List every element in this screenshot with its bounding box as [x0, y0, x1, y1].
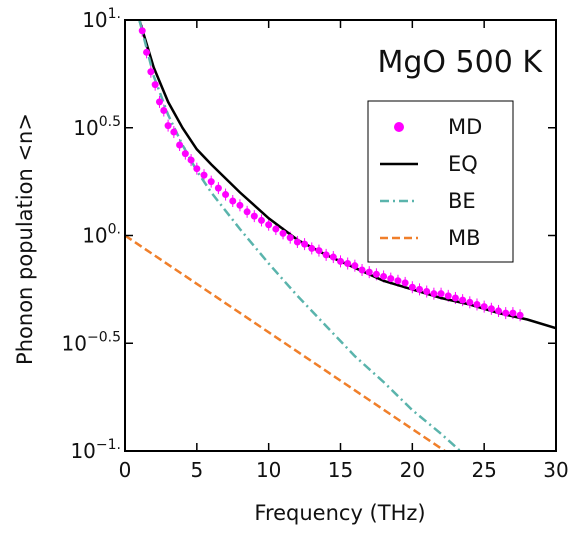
md-point — [164, 122, 172, 130]
md-point — [416, 285, 424, 293]
x-tick-label: 15 — [328, 458, 353, 482]
y-tick-label: 100. — [82, 222, 121, 248]
y-axis-label: Phonon population <n> — [13, 113, 37, 365]
md-point — [394, 277, 402, 285]
md-point — [308, 244, 316, 252]
md-point — [444, 292, 452, 300]
md-point — [176, 141, 184, 149]
md-point — [257, 216, 265, 224]
md-point — [337, 257, 344, 265]
md-point — [516, 311, 524, 319]
y-axis-ticks: 101. 100.5 100. 10−0.5 10−1. — [62, 6, 556, 463]
md-point — [437, 290, 445, 298]
md-point — [329, 253, 337, 261]
md-point — [207, 178, 215, 186]
md-point — [509, 309, 517, 317]
md-point — [315, 247, 323, 255]
md-point — [487, 305, 495, 313]
md-point — [365, 268, 373, 276]
x-axis-label: Frequency (THz) — [254, 501, 425, 525]
md-point — [466, 298, 474, 306]
data-points — [138, 27, 524, 319]
md-point — [272, 225, 280, 233]
x-axis-ticks: 0 5 10 15 20 25 30 — [119, 20, 569, 482]
md-point — [160, 107, 168, 115]
x-tick-label: 5 — [190, 458, 203, 482]
x-tick-label: 20 — [400, 458, 425, 482]
md-point — [155, 98, 163, 106]
series-line-mb — [125, 234, 448, 451]
md-point — [502, 309, 510, 317]
y-tick-label: 100.5 — [73, 114, 121, 140]
y-tick-label: 10−0.5 — [62, 329, 121, 355]
md-point — [143, 48, 151, 56]
x-tick-label: 25 — [471, 458, 496, 482]
md-point — [200, 171, 208, 179]
x-tick-label: 10 — [256, 458, 281, 482]
md-point — [358, 266, 366, 274]
md-point — [495, 307, 503, 315]
md-point — [473, 300, 481, 308]
md-point — [243, 208, 251, 216]
md-point — [229, 197, 237, 205]
chart-title: MgO 500 K — [377, 45, 543, 80]
x-tick-label: 30 — [543, 458, 568, 482]
md-point — [322, 251, 330, 259]
md-point — [250, 212, 258, 220]
md-point — [286, 234, 294, 242]
md-point — [214, 184, 222, 192]
md-point — [187, 156, 195, 164]
legend-label-md: MD — [448, 115, 482, 139]
md-point — [401, 279, 409, 287]
md-point — [151, 81, 159, 89]
md-point — [459, 296, 467, 304]
md-point — [222, 191, 230, 199]
md-point — [279, 229, 287, 237]
md-point — [147, 68, 155, 76]
md-point — [293, 238, 301, 246]
legend-marker-md — [394, 122, 404, 132]
y-tick-label: 101. — [82, 6, 121, 32]
legend-label-mb: MB — [448, 226, 481, 250]
md-point — [170, 128, 178, 136]
md-point — [193, 165, 201, 173]
md-point — [372, 270, 380, 278]
md-point — [430, 290, 438, 298]
md-point — [301, 240, 309, 248]
legend-label-eq: EQ — [448, 152, 478, 176]
md-point — [387, 275, 395, 283]
y-tick-label: 10−1. — [70, 437, 121, 463]
md-point — [236, 201, 244, 209]
md-point — [408, 283, 416, 291]
md-point — [344, 260, 352, 268]
md-point — [181, 150, 189, 158]
legend-label-be: BE — [448, 189, 476, 213]
md-point — [351, 262, 359, 270]
md-point — [451, 294, 459, 302]
legend-box — [367, 100, 514, 263]
md-point — [380, 272, 388, 280]
md-point — [138, 27, 146, 35]
md-point — [423, 288, 431, 296]
x-tick-label: 0 — [119, 458, 132, 482]
md-point — [265, 221, 273, 229]
legend: MD EQ BE MB — [367, 100, 514, 263]
md-point — [480, 303, 488, 311]
